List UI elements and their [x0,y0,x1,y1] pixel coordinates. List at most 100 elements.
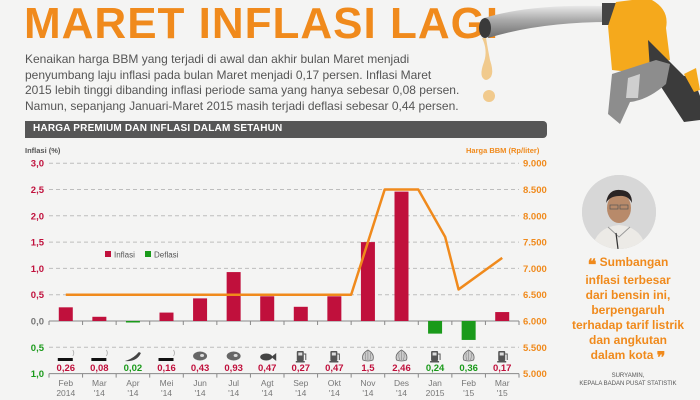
category-sublabel: 2014 [56,388,75,398]
right-tick-label: 7.000 [523,264,547,275]
page-title: MARET INFLASI LAGI [24,0,500,48]
category-label: Okt [328,378,342,388]
bar-inflasi [58,307,73,321]
bar-deflasi [461,321,476,340]
shallot-icon [362,349,374,362]
value-label: 0,93 [224,363,243,374]
section-header: HARGA PREMIUM DAN INFLASI DALAM SETAHUN [25,121,547,138]
quote-line: terhadap tarif listrik [571,318,685,332]
right-tick-label: 8.000 [523,211,547,222]
left-tick-label: 2,5 [31,185,45,196]
category-label: Apr [126,378,139,388]
bar-inflasi [327,296,342,321]
value-label: 0,17 [493,363,512,374]
right-tick-label: 5.500 [523,343,547,354]
price-line [65,188,503,296]
quote-attribution: SURYAMIN, KEPALA BADAN PUSAT STATISTIK [568,372,688,388]
speaker-photo [582,175,656,249]
chili-icon [124,352,141,362]
quote-line: dalam kota ❞ [590,348,666,367]
value-label: 0,08 [90,363,109,374]
category-label: Agt [261,378,274,388]
value-label: 0,02 [124,363,143,374]
category-label: Feb [461,378,476,388]
category-label: Sep [293,378,308,388]
left-tick-label: 1,0 [31,369,44,380]
category-sublabel: '14 [362,388,373,398]
lede-line: Kenaikan harga BBM yang terjadi di awal … [25,52,410,66]
inflation-price-chart: 3,0 9.000 2,5 8.500 2,0 8.000 1,5 7.500 1,0 7.000… [31,159,547,398]
left-tick-label: 0,5 [31,290,45,301]
category-sublabel: '14 [94,388,105,398]
right-tick-label: 7.500 [523,238,547,249]
left-tick-label: 2,0 [31,211,44,222]
legend-swatch [145,251,151,257]
legend-swatch [105,251,111,257]
cigarette-icon [158,349,175,361]
right-axis-label: Harga BBM (Rp/liter) [466,146,540,155]
value-label: 1,5 [361,363,375,374]
fuel-nozzle-illustration [479,0,700,124]
category-label: Feb [58,378,73,388]
fuel-pump-icon [295,351,307,363]
category-sublabel: 2015 [426,388,445,398]
bar-inflasi [293,306,308,321]
value-label: 0,24 [426,363,445,374]
fish-icon [260,353,277,361]
category-sublabel: '14 [127,388,138,398]
value-label: 0,26 [57,363,76,374]
legend-label: Deflasi [154,251,179,260]
left-tick-label: 0,5 [31,343,45,354]
right-tick-label: 5.000 [523,369,547,380]
right-tick-label: 6.000 [523,317,547,328]
right-tick-label: 6.500 [523,290,547,301]
quote-line: berpengaruh [591,303,665,317]
fuel-pump-icon [430,351,441,363]
shallot-icon [395,349,408,362]
fuel-pump-icon [329,351,340,363]
left-axis-label: Inflasi (%) [25,146,61,155]
lede-line: penyumbang laju inflasi pada bulan Maret… [25,67,432,82]
bar-inflasi [193,298,208,321]
value-label: 0,27 [292,363,311,374]
bar-inflasi [360,242,375,321]
left-tick-label: 0,0 [31,317,44,328]
category-label: Mar [495,378,510,388]
quote-line: inflasi terbesar [585,273,671,287]
bar-inflasi [260,296,275,321]
lede-line: Namun, sepanjang Januari-Maret 2015 masi… [25,98,459,113]
quote-close-icon: ❞ [656,350,666,367]
value-label: 0,47 [325,363,344,374]
speaker-title: KEPALA BADAN PUSAT STATISTIK [579,381,677,387]
left-tick-label: 1,0 [31,264,44,275]
lede-line: 2015 lebih tinggi dibanding inflasi peri… [25,83,460,97]
section-title: HARGA PREMIUM DAN INFLASI DALAM SETAHUN [33,123,283,134]
bar-deflasi [428,321,443,334]
shallot-icon [462,349,475,362]
bar-inflasi [159,312,174,321]
category-sublabel: '15 [497,388,508,398]
bar-inflasi [92,316,107,321]
category-label: Jan [428,378,442,388]
bar-deflasi [125,321,140,323]
speaker-name: SURYAMIN, [611,373,645,379]
meat-icon [193,351,208,361]
category-label: Jun [193,378,207,388]
category-sublabel: '14 [262,388,273,398]
value-label: 0,47 [258,363,277,374]
fuel-pump-icon [497,351,508,363]
bar-inflasi [495,312,510,321]
meat-icon [226,351,241,361]
category-label: Jul [228,378,239,388]
quote-line: dari bensin ini, [585,288,671,302]
left-tick-label: 3,0 [31,159,44,170]
cigarette-icon [57,349,75,361]
value-label: 0,16 [157,363,176,374]
quote-line: ❝ Sumbangan [587,255,669,274]
category-sublabel: '14 [396,388,407,398]
bar-inflasi [226,272,241,321]
category-sublabel: '14 [195,388,206,398]
pull-quote: ❝ Sumbangan inflasi terbesar dari bensin… [568,255,688,367]
quote-line: dan angkutan [588,333,667,347]
category-sublabel: '15 [463,388,474,398]
